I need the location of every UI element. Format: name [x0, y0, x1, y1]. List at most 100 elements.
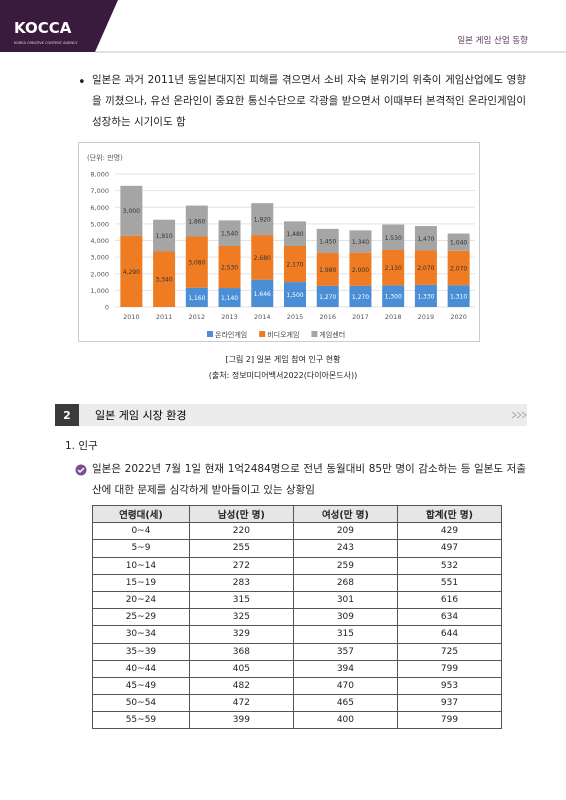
table-cell: 368: [188, 642, 294, 661]
section-bg: [55, 404, 527, 426]
value-label: 2,000: [352, 267, 369, 274]
table-cell: 243: [292, 539, 398, 558]
table-row: 45~49 482 470 953: [92, 676, 503, 696]
value-label: 1,300: [385, 294, 402, 301]
table-cell: 429: [396, 522, 503, 541]
table-cell: 315: [292, 625, 398, 644]
table-cell: 551: [396, 573, 503, 592]
table-cell: 283: [188, 573, 294, 592]
value-label: 1,980: [319, 267, 336, 274]
bar-segment: [447, 250, 470, 286]
value-label: 1,646: [254, 291, 271, 298]
bar-segment: [349, 285, 372, 307]
y-tick-label: 7,000: [90, 187, 109, 195]
table-cell: 309: [292, 608, 398, 627]
table-cell: 209: [292, 522, 398, 541]
legend-label: 게임센터: [319, 330, 345, 339]
table-cell: 301: [292, 590, 398, 610]
header-band: [0, 0, 118, 52]
chart: (단위: 만명) 0 1,000 2,000 3,000 4,000 5,000 6,000…: [78, 142, 480, 342]
value-label: 1,920: [254, 217, 271, 224]
logo: KOCCA: [14, 19, 72, 37]
table-cell: 20~24: [92, 590, 190, 610]
value-label: 1,040: [450, 240, 467, 247]
table-cell: 394: [292, 659, 398, 678]
table-cell: 399: [188, 711, 294, 730]
bullet-text: 일본은 과거 2011년 동일본대지진 피해를 겪으면서 소비 자숙 분위기의 …: [92, 74, 526, 128]
bar-segment: [218, 220, 241, 246]
subsection: 1. 인구: [65, 440, 98, 452]
bar-segment: [284, 245, 306, 283]
legend-swatch: [311, 331, 318, 337]
table-row: 40~44 405 394 799: [92, 659, 503, 678]
table-cell: 634: [396, 608, 503, 627]
table-row: 55~59 399 400 799: [92, 711, 503, 730]
y-tick-label: 5,000: [90, 220, 109, 228]
table-cell: 497: [396, 539, 503, 558]
value-label: 2,070: [450, 266, 467, 273]
table-cell: 35~39: [92, 642, 190, 661]
bar-segment: [251, 203, 274, 236]
bar-segment: [284, 221, 306, 246]
table-cell: 357: [292, 642, 398, 661]
value-label: 1,470: [417, 236, 434, 243]
x-tick-label: 2018: [385, 313, 402, 321]
bar-segment: [316, 285, 339, 307]
bar-segment: [251, 235, 274, 280]
y-tick-label: 6,000: [90, 204, 109, 212]
header-title: 일본 게임 산업 동향: [457, 35, 528, 46]
table-row: 5~9 255 243 497: [92, 539, 503, 558]
value-label: 1,340: [352, 239, 369, 246]
table-cell: 30~34: [92, 625, 190, 644]
table-cell: 470: [292, 676, 398, 696]
value-label: 2,170: [286, 262, 303, 269]
value-label: 2,680: [254, 255, 271, 262]
table-cell: 10~14: [92, 556, 190, 575]
table-header-row: 연령대(세) 남성(만 명) 여성(만 명) 합계(만 명): [92, 504, 503, 524]
value-label: 3,000: [123, 208, 140, 215]
value-label: 1,480: [286, 231, 303, 238]
value-label: 1,140: [221, 295, 238, 302]
bar-segment: [382, 285, 405, 307]
bar-segment: [447, 233, 470, 251]
logo-sub: KOREA CREATIVE CONTENT AGENCY: [14, 41, 78, 45]
value-label: 1,530: [385, 235, 402, 242]
x-tick-label: 2020: [450, 313, 467, 321]
header: KOCCA KOREA CREATIVE CONTENT AGENCY 일본 게…: [0, 0, 566, 53]
unit-label: (단위: 만명): [87, 153, 123, 162]
y-tick-label: 3,000: [90, 254, 109, 262]
bar-segment: [218, 288, 241, 307]
table-cell: 953: [396, 676, 503, 696]
x-tick-label: 2016: [319, 313, 336, 321]
table-cell: 329: [188, 625, 294, 644]
bar-segment: [153, 251, 176, 307]
legend-swatch: [207, 331, 213, 337]
bar-segment: [349, 252, 372, 286]
value-label: 1,270: [352, 294, 369, 301]
table-cell: 40~44: [92, 659, 190, 678]
x-tick-label: 2011: [156, 313, 173, 321]
value-label: 1,910: [155, 233, 172, 240]
x-tick-label: 2012: [189, 313, 206, 321]
paragraph: 일본은 2022년 7월 1일 현재 1억2484명으로 전년 동월대비 85만…: [92, 463, 526, 496]
value-label: 1,500: [286, 292, 303, 299]
bar-segment: [382, 249, 405, 286]
y-tick-label: 2,000: [90, 270, 109, 278]
value-label: 1,160: [188, 295, 205, 302]
bar-segment: [284, 282, 306, 307]
value-label: 2,530: [221, 265, 238, 272]
table-row: 10~14 272 259 532: [92, 556, 503, 575]
x-tick-label: 2013: [221, 313, 238, 321]
table-header-cell: 연령대(세): [92, 504, 190, 524]
x-tick-label: 2019: [418, 313, 435, 321]
table-cell: 255: [188, 539, 294, 558]
bar-segment: [185, 205, 208, 237]
table-header-cell: 여성(만 명): [292, 504, 398, 524]
table-cell: 268: [292, 573, 398, 592]
y-tick-label: 4,000: [90, 237, 109, 245]
value-label: 4,290: [123, 269, 140, 276]
bar-segment: [218, 245, 241, 289]
legend-label: 온라인게임: [215, 330, 247, 339]
table-row: 25~29 325 309 634: [92, 608, 503, 627]
